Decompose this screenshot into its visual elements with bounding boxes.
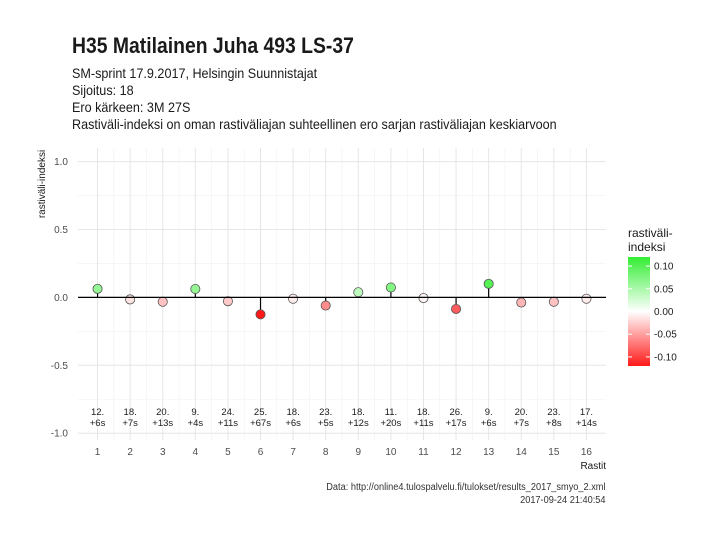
x-tick-label: 10 — [385, 447, 397, 458]
y-tick-label: 0.0 — [54, 293, 68, 304]
subtitle-gap-to-leader: Ero kärkeen: 3M 27S — [72, 99, 191, 115]
point-label-time: +6s — [481, 418, 497, 429]
legend-tick-label: -0.05 — [654, 330, 677, 341]
x-tick-label: 5 — [225, 447, 231, 458]
subtitle-event: SM-sprint 17.9.2017, Helsingin Suunnista… — [72, 65, 318, 81]
data-point — [385, 282, 396, 293]
data-point — [516, 297, 527, 308]
x-tick-label: 14 — [516, 447, 528, 458]
x-tick-label: 8 — [323, 447, 329, 458]
data-source-caption: Data: http://online4.tulospalvelu.fi/tul… — [327, 481, 606, 507]
point-label-position: 18. — [124, 407, 137, 418]
point-label-group: 12.+6s18.+7s20.+13s9.+4s24.+11s25.+67s18… — [90, 407, 597, 429]
point-label-time: +11s — [218, 418, 238, 429]
x-tick-label: 11 — [418, 447, 429, 458]
point-label-time: +20s — [380, 418, 401, 429]
x-tick-label: 15 — [548, 447, 560, 458]
legend-tick-label: 0.00 — [654, 307, 674, 318]
x-tick-label: 1 — [95, 447, 101, 458]
x-tick-label: 13 — [483, 447, 495, 458]
x-axis-title: Rastit — [580, 461, 606, 472]
point-label-time: +17s — [446, 418, 467, 429]
data-point — [548, 296, 559, 307]
generated-timestamp: 2017-09-24 21:40:54 — [520, 495, 606, 506]
data-point — [451, 303, 462, 314]
point-label-position: 20. — [156, 407, 169, 418]
grid — [78, 148, 606, 440]
data-point — [255, 309, 266, 320]
y-tick-label: -0.5 — [51, 361, 69, 372]
legend-tick-label: -0.10 — [654, 352, 677, 363]
data-point — [157, 296, 168, 307]
point-label-time: +4s — [188, 418, 204, 429]
point-label-position: 25. — [254, 407, 267, 418]
chart-title: H35 Matilainen Juha 493 LS-37 — [72, 33, 354, 58]
point-label-position: 18. — [287, 407, 300, 418]
point-label-position: 23. — [547, 407, 560, 418]
point-label-time: +14s — [576, 418, 597, 429]
point-label-position: 9. — [191, 407, 199, 418]
data-point — [222, 296, 233, 307]
point-label-time: +5s — [318, 418, 334, 429]
data-point — [418, 293, 429, 304]
data-point — [190, 283, 201, 294]
legend-colorbar — [628, 257, 650, 366]
point-label-position: 23. — [319, 407, 332, 418]
legend: rastiväli-indeksi 0.10 0.05 0.00 -0.05 -0.10 — [628, 226, 677, 366]
point-label-position: 20. — [515, 407, 528, 418]
point-label-position: 12. — [91, 407, 104, 418]
data-layer — [92, 278, 592, 320]
data-point — [125, 294, 136, 305]
x-tick-label: 7 — [290, 447, 296, 458]
data-point — [288, 293, 299, 304]
source-url: Data: http://online4.tulospalvelu.fi/tul… — [326, 482, 606, 493]
point-label-time: +7s — [122, 418, 138, 429]
legend-tick-label: 0.10 — [654, 262, 674, 273]
point-label-time: +12s — [348, 418, 369, 429]
x-tick-label: 4 — [193, 447, 199, 458]
data-point — [483, 278, 494, 289]
point-label-time: +6s — [90, 418, 106, 429]
data-point — [353, 287, 364, 298]
x-tick-label: 2 — [127, 447, 133, 458]
point-label-time: +11s — [413, 418, 433, 429]
point-label-position: 11. — [385, 407, 398, 418]
subtitle-placement: Sijoitus: 18 — [72, 82, 134, 98]
y-tick-label: -1.0 — [51, 429, 69, 440]
subtitle-index-description: Rastiväli-indeksi on oman rastiväliajan … — [72, 116, 557, 132]
point-label-time: +67s — [250, 418, 271, 429]
x-tick-label: 6 — [258, 447, 264, 458]
y-tick-label: 0.5 — [54, 225, 68, 236]
point-label-position: 24. — [221, 407, 234, 418]
point-label-time: +8s — [546, 418, 562, 429]
x-tick-label: 3 — [160, 447, 166, 458]
axes: -1.0-0.50.00.51.01 2 3 4 5 6 7 8 9 10 11 12 13 14 15 16… — [37, 150, 606, 472]
y-axis-title: rastiväli-indeksi — [37, 150, 48, 218]
point-label-time: +6s — [285, 418, 301, 429]
point-label-position: 26. — [449, 407, 462, 418]
point-label-position: 18. — [417, 407, 430, 418]
x-tick-label: 9 — [356, 447, 362, 458]
point-label-position: 17. — [580, 407, 593, 418]
point-label-position: 18. — [352, 407, 365, 418]
data-point — [92, 283, 103, 294]
legend-title: rastiväli- — [628, 226, 673, 240]
point-label-time: +7s — [513, 418, 529, 429]
point-label-time: +13s — [152, 418, 173, 429]
legend-title: indeksi — [628, 240, 665, 254]
x-tick-label: 12 — [451, 447, 463, 458]
point-label-position: 9. — [485, 407, 493, 418]
y-tick-label: 1.0 — [54, 157, 68, 168]
chart-subtitle: SM-sprint 17.9.2017, Helsingin Suunnista… — [72, 65, 557, 133]
legend-tick-label: 0.05 — [654, 284, 674, 295]
data-point — [320, 300, 331, 311]
x-tick-label: 16 — [581, 447, 593, 458]
data-point — [581, 293, 592, 304]
